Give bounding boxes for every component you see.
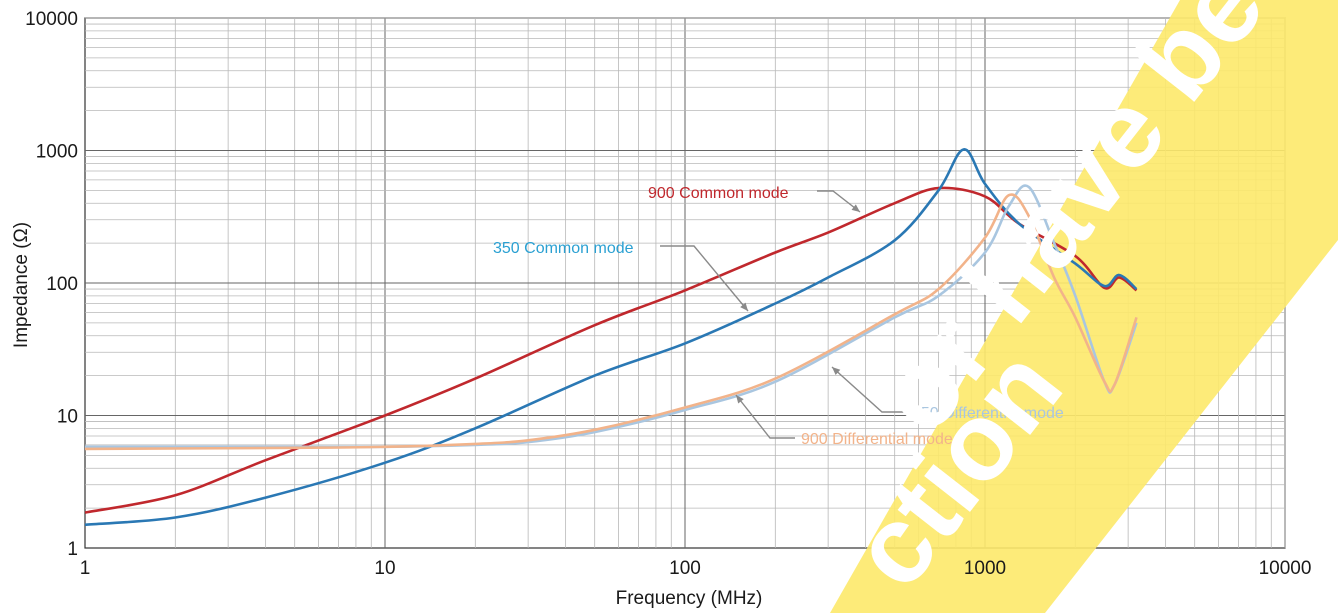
y-axis-title: Impedance (Ω) — [11, 222, 32, 348]
y-tick-label: 10000 — [25, 9, 78, 30]
tick-labels: 1 10 100 1000 10000 1 10 100 1000 10000 — [25, 9, 1311, 579]
x-tick-label: 100 — [669, 558, 701, 579]
annotation-leader-2 — [660, 245, 749, 312]
annotation-350-common-mode: 350 Common mode — [493, 240, 634, 257]
annotation-arrowhead-1 — [851, 204, 860, 212]
x-tick-label: 10000 — [1259, 558, 1312, 579]
annotation-arrowhead-2 — [740, 302, 748, 311]
y-tick-label: 1 — [67, 539, 78, 560]
annotation-900-differential-mode: 900 Differential mode — [801, 431, 953, 448]
y-tick-label: 1000 — [36, 142, 78, 163]
series-line-1 — [84, 186, 1138, 514]
annotation-leader-1 — [817, 190, 861, 213]
annotation-leaders — [660, 190, 906, 439]
watermark-band-shape — [830, 0, 1338, 613]
x-tick-label: 1 — [80, 558, 91, 579]
series-line-2 — [84, 148, 1138, 526]
annotation-leader-3 — [831, 366, 906, 413]
series-line-4 — [84, 193, 1138, 451]
y-tick-label: 100 — [46, 274, 78, 295]
x-tick-label: 1000 — [964, 558, 1006, 579]
annotation-350-differential-mode: 350 Differential mode — [912, 405, 1064, 422]
annotation-leader-4 — [735, 394, 795, 439]
x-tick-label: 10 — [374, 558, 395, 579]
annotation-arrowhead-4 — [736, 395, 744, 404]
x-axis-title: Frequency (MHz) — [616, 588, 763, 609]
curves — [84, 148, 1138, 526]
y-tick-label: 10 — [57, 407, 78, 428]
annotation-arrowhead-3 — [832, 367, 841, 375]
annotation-900-common-mode: 900 Common mode — [648, 185, 789, 202]
watermark-band — [830, 0, 1338, 613]
